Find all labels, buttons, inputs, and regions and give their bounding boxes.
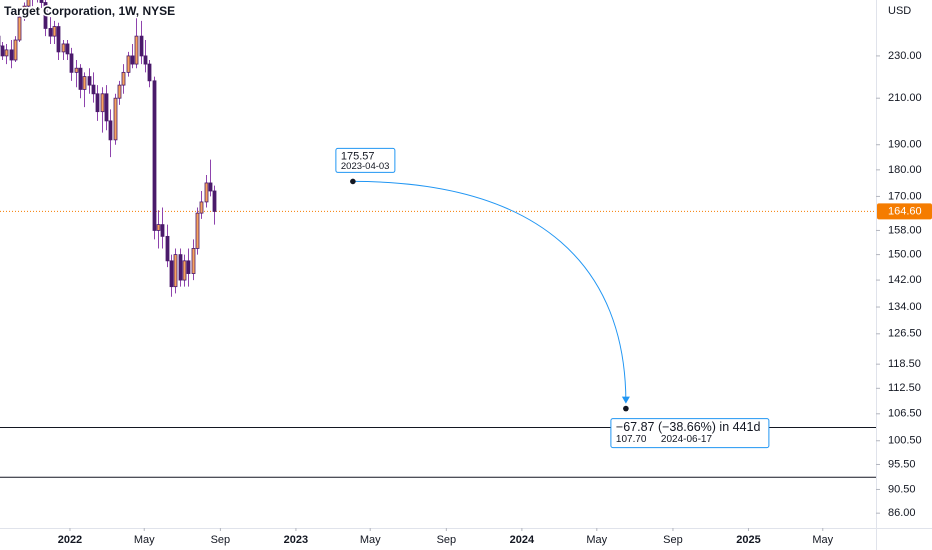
candle-body [143,55,148,65]
candle-body [117,84,122,99]
y-tick-label: 126.50 [888,328,922,340]
candle-body [82,76,87,90]
y-tick-label: 118.50 [888,358,921,370]
candle-body [152,80,157,231]
y-tick-label: 150.00 [888,249,922,261]
x-tick-label: 2024 [510,534,535,546]
candle-body [26,0,31,7]
y-tick-label: 230.00 [888,50,922,62]
y-tick-label: 106.50 [888,408,922,420]
candle-body [78,67,83,90]
last-price-label: 164.60 [888,205,922,217]
candle-body [169,260,174,288]
candle-body [204,182,209,203]
candle-body [52,26,57,37]
end-price: 107.70 [616,434,647,445]
x-tick-label: 2023 [284,534,308,546]
candle-body [160,224,165,237]
candle-body [61,43,66,53]
candle-body [4,49,9,57]
end-label-box [610,418,770,449]
last-price-box [877,203,932,220]
x-tick-label: 2025 [736,534,760,546]
candle-body [0,45,5,57]
candle-body [156,224,161,231]
candle-body [95,93,100,113]
y-tick-label: 134.00 [888,301,922,313]
candle-body [22,5,27,18]
candle-body [9,49,14,61]
x-tick-label: May [812,534,833,546]
candle-body [65,43,70,55]
candle-body [100,93,105,113]
candle-body [74,67,79,73]
candle-body [113,97,118,141]
x-tick-label: May [134,534,155,546]
y-tick-label: 190.00 [888,139,922,151]
candle-body [91,84,96,95]
y-tick-label: 95.50 [888,458,916,470]
candle-body [191,248,196,274]
measure-start-point [350,178,356,185]
x-tick-label: May [360,534,381,546]
start-label-box [335,147,396,173]
candle-body [130,55,135,65]
plot-area [0,0,876,478]
measure-curve [352,180,627,403]
arrow-head [621,396,630,404]
currency-label: USD [888,5,911,17]
candle-body [69,53,74,73]
y-tick-label: 170.00 [888,190,922,202]
candle-body [43,2,48,29]
x-tick-label: May [586,534,607,546]
candle-body [48,28,53,37]
y-tick-label: 90.50 [888,483,916,495]
x-tick-label: Sep [437,534,457,546]
candle-body [56,26,61,53]
y-tick-label: 210.00 [888,92,922,104]
candle-body [173,254,178,288]
candle-body [126,55,131,73]
y-tick-label: 142.00 [888,274,922,286]
end-date: 2024-06-17 [661,434,713,445]
candle-body [165,235,170,262]
start-date: 2023-04-03 [341,161,390,172]
candle-body [134,35,139,65]
x-tick-label: 2022 [58,534,82,546]
candle-body [108,120,113,141]
candle-body [182,260,187,281]
candle-body [178,254,183,281]
candle-body [39,0,44,3]
candle-body [208,182,213,192]
y-tick-label: 158.00 [888,224,922,236]
y-tick-label: 112.50 [888,382,921,394]
y-tick-label: 180.00 [888,164,922,176]
candle-body [121,71,126,86]
candle-body [17,16,22,41]
chart-title: Target Corporation, 1W, NYSE [4,4,175,18]
x-tick-label: Sep [211,534,231,546]
candle-body [139,35,144,57]
change-label: −67.87 (−38.66%) in 441d [616,420,761,434]
start-price: 175.57 [341,150,375,162]
candle-body [147,63,152,82]
candle-body [195,212,200,249]
candle-body [186,260,191,274]
x-tick-label: Sep [663,534,683,546]
y-tick-label: 100.50 [888,435,922,447]
measure-end-point [623,405,629,412]
y-tick-label: 86.00 [888,507,916,519]
candle-body [13,39,18,61]
candle-body [212,190,217,212]
candle-body [87,76,92,86]
candle-body [199,201,204,214]
candle-body [104,93,109,122]
